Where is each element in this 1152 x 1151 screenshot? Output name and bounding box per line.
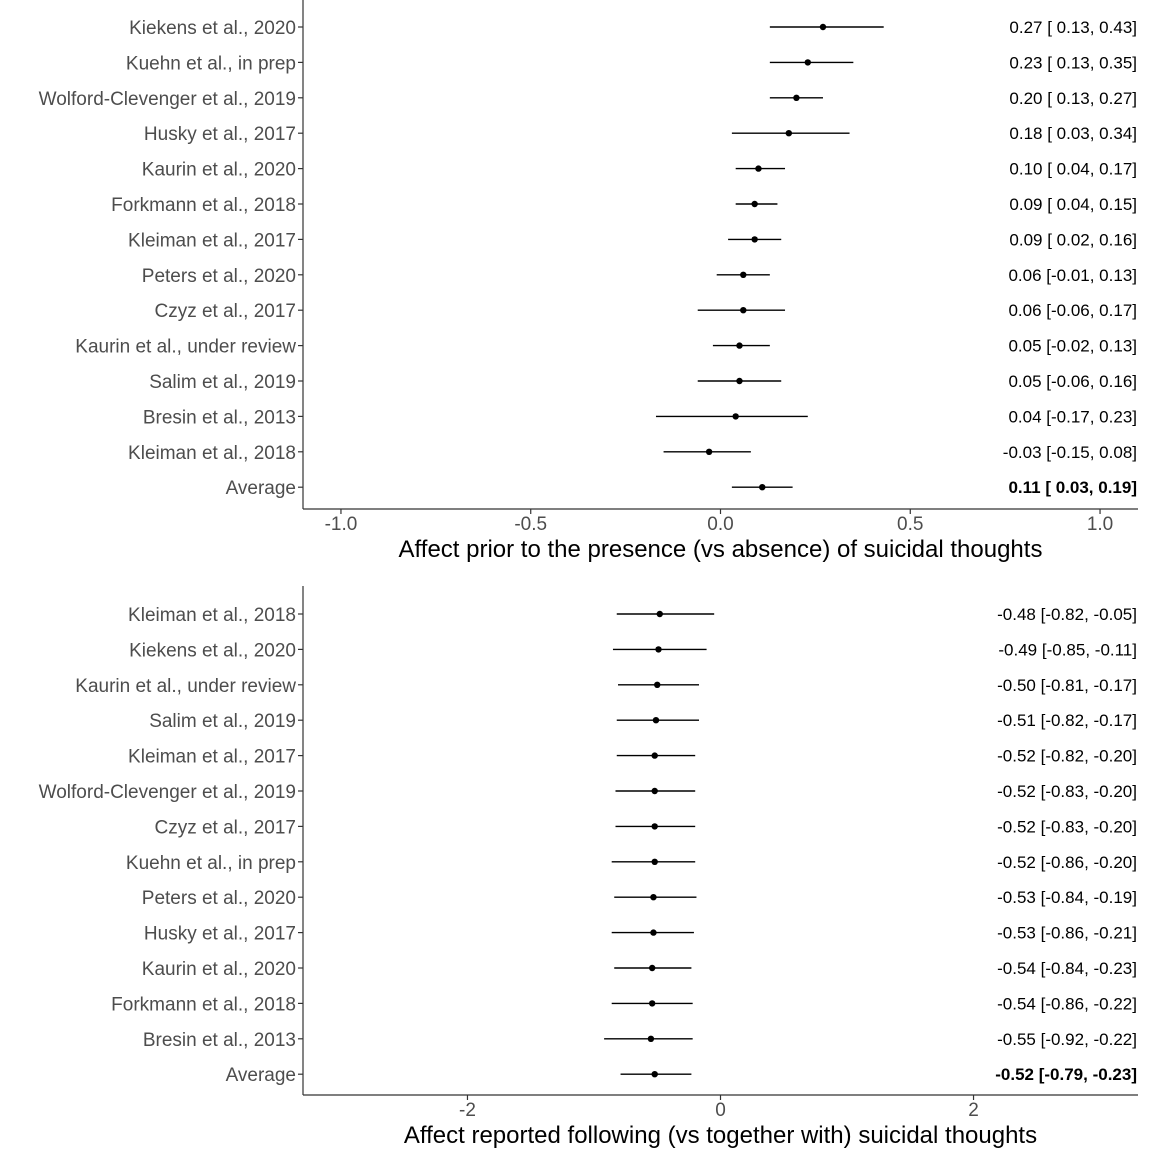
- average-label: Average: [226, 1065, 296, 1086]
- estimate-point: [655, 646, 662, 653]
- study-label: Bresin et al., 2013: [143, 407, 296, 428]
- ci-text: -0.54 [-0.86, -0.22]: [997, 994, 1137, 1013]
- ci-text: 0.10 [ 0.04, 0.17]: [1009, 160, 1137, 179]
- ci-text: 0.23 [ 0.13, 0.35]: [1009, 53, 1137, 72]
- forest-panel-1: -1.0 -0.5 0.0 0.5 1.0 Affect prior to the pre…: [39, 0, 1138, 563]
- ci-text: 0.09 [ 0.02, 0.16]: [1009, 230, 1137, 249]
- ci-text: -0.52 [-0.83, -0.20]: [997, 817, 1137, 836]
- ci-text: 0.05 [-0.06, 0.16]: [1008, 372, 1137, 391]
- x-tick-label: 0.5: [897, 514, 923, 535]
- study-label: Czyz et al., 2017: [154, 817, 296, 838]
- estimate-point: [736, 377, 743, 385]
- average-ci-text: 0.11 [ 0.03, 0.19]: [1008, 478, 1137, 497]
- estimate-point: [648, 964, 656, 972]
- estimate-point: [651, 752, 658, 759]
- estimate-point: [751, 236, 758, 243]
- estimate-point: [651, 823, 658, 830]
- average-estimate-point: [759, 484, 766, 491]
- study-label: Salim et al., 2019: [149, 372, 296, 393]
- ci-text: -0.55 [-0.92, -0.22]: [997, 1030, 1137, 1049]
- study-label: Kleiman et al., 2018: [128, 605, 296, 626]
- estimate-point: [654, 681, 661, 688]
- estimate-point: [751, 200, 758, 208]
- estimate-point: [732, 413, 739, 420]
- x-tick-label: 0.0: [707, 514, 733, 535]
- estimate-point: [785, 130, 793, 137]
- x-tick-label: 1.0: [1087, 514, 1113, 535]
- estimate-point: [650, 894, 657, 901]
- study-label: Forkmann et al., 2018: [111, 195, 296, 216]
- study-label: Kleiman et al., 2017: [128, 747, 296, 768]
- estimate-point: [651, 787, 658, 795]
- ci-text: 0.09 [ 0.04, 0.15]: [1009, 195, 1137, 214]
- study-label: Wolford-Clevenger et al., 2019: [39, 89, 296, 110]
- study-label: Kaurin et al., 2020: [142, 959, 296, 980]
- ci-text: -0.03 [-0.15, 0.08]: [1003, 443, 1137, 462]
- study-label: Kuehn et al., in prep: [126, 53, 296, 74]
- estimate-point: [656, 610, 663, 618]
- average-estimate-point: [651, 1071, 658, 1078]
- ci-text: 0.04 [-0.17, 0.23]: [1008, 407, 1137, 426]
- ci-text: 0.05 [-0.02, 0.13]: [1008, 337, 1137, 356]
- study-label: Kaurin et al., under review: [75, 337, 296, 358]
- estimate-point: [740, 271, 747, 278]
- study-label: Peters et al., 2020: [142, 266, 296, 287]
- ci-text: 0.18 [ 0.03, 0.34]: [1009, 124, 1137, 143]
- average-label: Average: [226, 478, 296, 499]
- study-label: Kleiman et al., 2017: [128, 230, 296, 251]
- x-axis-title: Affect reported following (vs together w…: [404, 1122, 1037, 1149]
- estimate-point: [648, 1000, 656, 1007]
- ci-text: -0.52 [-0.83, -0.20]: [997, 782, 1137, 801]
- study-label: Kiekens et al., 2020: [129, 18, 296, 39]
- estimate-point: [651, 858, 658, 865]
- ci-text: -0.53 [-0.86, -0.21]: [997, 924, 1137, 943]
- estimate-point: [650, 929, 657, 936]
- ci-text: 0.06 [-0.01, 0.13]: [1008, 266, 1137, 285]
- ci-text: -0.48 [-0.82, -0.05]: [997, 605, 1137, 624]
- x-tick-label: -1.0: [325, 514, 358, 535]
- x-tick-label: -2: [459, 1100, 476, 1121]
- ci-text: 0.20 [ 0.13, 0.27]: [1009, 89, 1137, 108]
- study-label: Kleiman et al., 2018: [128, 443, 296, 464]
- ci-text: -0.54 [-0.84, -0.23]: [997, 959, 1137, 978]
- study-label: Kaurin et al., under review: [75, 676, 296, 697]
- study-label: Forkmann et al., 2018: [111, 994, 296, 1015]
- estimate-point: [793, 94, 800, 102]
- estimate-point: [755, 165, 762, 172]
- ci-text: -0.53 [-0.84, -0.19]: [997, 888, 1137, 907]
- x-axis-title: Affect prior to the presence (vs absence…: [399, 536, 1043, 563]
- estimate-point: [736, 342, 743, 349]
- study-label: Kuehn et al., in prep: [126, 853, 296, 874]
- study-label: Wolford-Clevenger et al., 2019: [39, 782, 296, 803]
- study-label: Husky et al., 2017: [144, 124, 296, 145]
- ci-text: -0.52 [-0.82, -0.20]: [997, 747, 1137, 766]
- study-label: Salim et al., 2019: [149, 711, 296, 732]
- x-tick-label: -0.5: [514, 514, 547, 535]
- study-label: Bresin et al., 2013: [143, 1030, 296, 1051]
- ci-text: 0.27 [ 0.13, 0.43]: [1009, 18, 1137, 37]
- ci-text: -0.51 [-0.82, -0.17]: [997, 711, 1137, 730]
- ci-text: -0.49 [-0.85, -0.11]: [998, 640, 1137, 659]
- x-tick-label: 0: [715, 1100, 726, 1121]
- ci-text: 0.06 [-0.06, 0.17]: [1008, 301, 1137, 320]
- estimate-point: [652, 717, 660, 724]
- ci-text: -0.52 [-0.86, -0.20]: [997, 853, 1137, 872]
- estimate-point: [705, 448, 713, 455]
- study-label: Kiekens et al., 2020: [129, 640, 296, 661]
- average-ci-text: -0.52 [-0.79, -0.23]: [995, 1065, 1137, 1084]
- estimate-point: [819, 23, 827, 31]
- estimate-point: [804, 59, 811, 66]
- study-label: Husky et al., 2017: [144, 924, 296, 945]
- ci-text: -0.50 [-0.81, -0.17]: [997, 676, 1137, 695]
- estimate-point: [647, 1035, 655, 1043]
- x-tick-label: 2: [968, 1100, 979, 1121]
- study-label: Kaurin et al., 2020: [142, 160, 296, 181]
- study-label: Peters et al., 2020: [142, 888, 296, 909]
- study-label: Czyz et al., 2017: [154, 301, 296, 322]
- estimate-point: [740, 307, 747, 314]
